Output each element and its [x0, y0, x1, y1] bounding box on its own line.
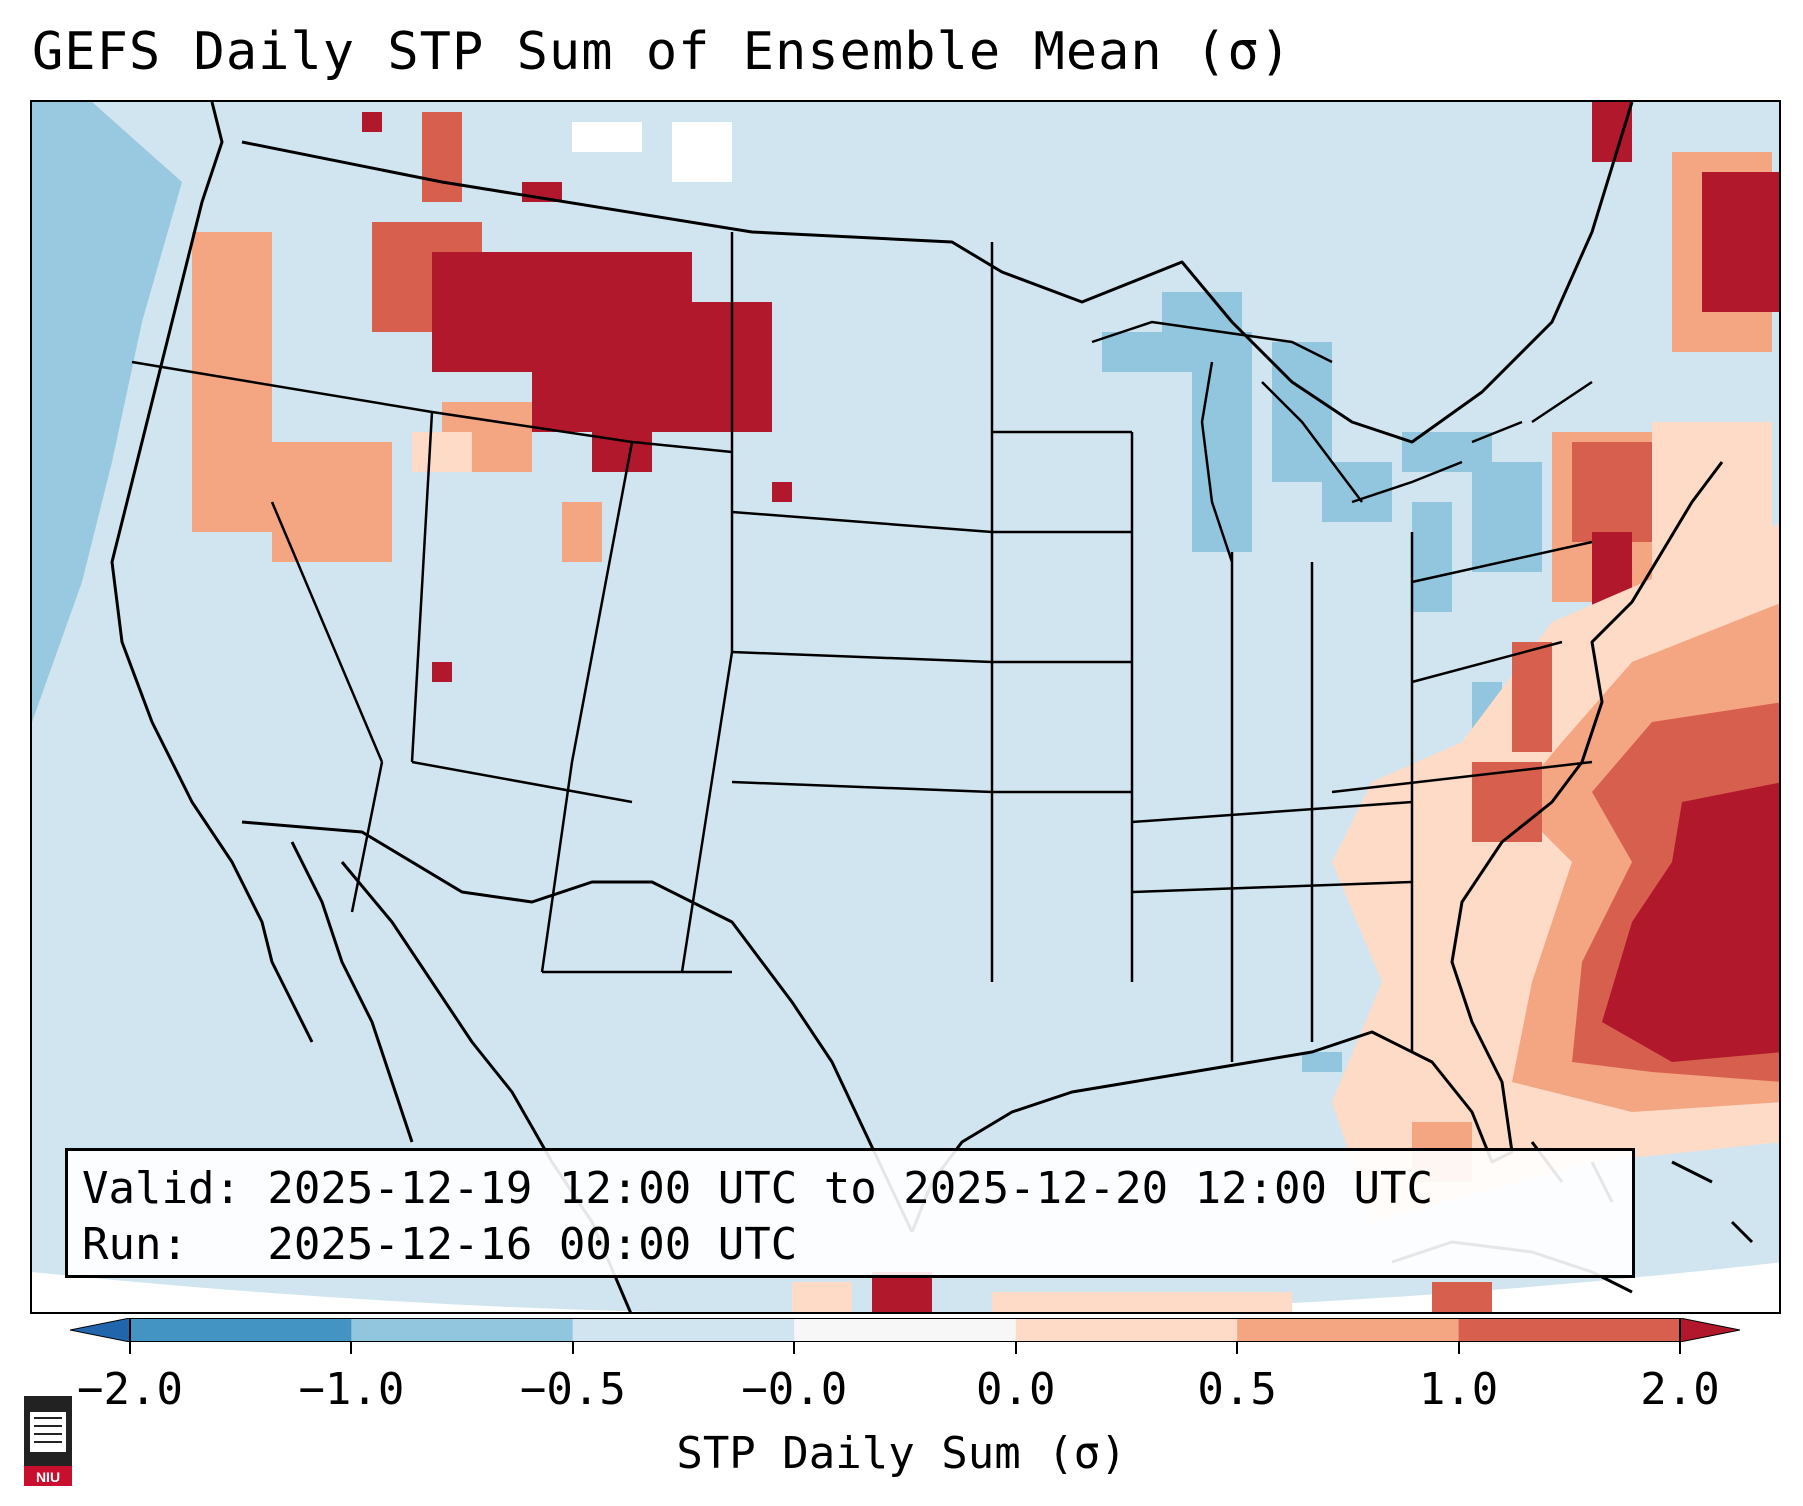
great-lakes-outline [1091, 320, 1523, 563]
colorbar-tick-mark [350, 1342, 353, 1354]
colorbar-extend-max [1679, 1318, 1740, 1342]
us-canada-border [241, 102, 1634, 444]
colorbar-tick-mark [1679, 1342, 1681, 1354]
chart-title: GEFS Daily STP Sum of Ensemble Mean (σ) [32, 22, 1292, 82]
colorbar-segment [130, 1318, 352, 1342]
colorbar-tick-label: 2.0 [1640, 1364, 1720, 1415]
colorbar-tick-mark [793, 1342, 796, 1354]
colorbar-segment [572, 1318, 795, 1342]
state-borders [131, 232, 1593, 1062]
colorbar-segment [351, 1318, 573, 1342]
map-svg [32, 102, 1779, 1312]
colorbar-segment [1237, 1318, 1459, 1342]
northwest-positive [192, 112, 792, 682]
colorbar-segment [1015, 1318, 1238, 1342]
colorbar-tick-label: 0.5 [1197, 1364, 1277, 1415]
valid-time-line: Valid: 2025-12-19 12:00 UTC to 2025-12-2… [82, 1163, 1434, 1214]
outside-domain-bottom [32, 1262, 1779, 1312]
colorbar-extend-min [70, 1318, 131, 1342]
colorbar-tick-label: 1.0 [1418, 1364, 1499, 1415]
colorbar-tick-label: −2.0 [77, 1364, 183, 1415]
pacific-coastline [110, 102, 314, 1043]
colorbar [70, 1318, 1740, 1342]
valid-run-info-box: Valid: 2025-12-19 12:00 UTC to 2025-12-2… [65, 1148, 1635, 1278]
niu-castle-logo: NIU [24, 1396, 72, 1486]
colorbar-label: STP Daily Sum (σ) [676, 1428, 1127, 1479]
colorbar-tick-mark [1457, 1342, 1460, 1354]
baja-peninsula [290, 841, 414, 1143]
pacific-negative-anomaly [32, 102, 182, 722]
colorbar-tick-mark [571, 1342, 574, 1354]
colorbar-tick-label: −0.0 [741, 1364, 848, 1415]
map-panel [30, 100, 1781, 1314]
colorbar-segment [1458, 1318, 1680, 1342]
southeast-positive [792, 523, 1779, 1312]
colorbar-tick-mark [1014, 1342, 1017, 1354]
niu-logo-text: NIU [36, 1469, 60, 1485]
colorbar-tick-mark [1236, 1342, 1239, 1354]
colorbar-tick-mark [129, 1342, 131, 1354]
great-lakes-negative [1102, 292, 1542, 1072]
run-time-line: Run: 2025-12-16 00:00 UTC [82, 1219, 798, 1270]
colorbar-segment [794, 1318, 1016, 1342]
colorbar-tick-label: 0.0 [975, 1364, 1056, 1415]
colorbar-segments [70, 1318, 1740, 1342]
northeast-positive [1552, 102, 1779, 652]
colorbar-outline [129, 1318, 1681, 1342]
colorbar-tick-label: −1.0 [298, 1364, 405, 1415]
mexico-border [241, 820, 914, 1233]
colorbar-tick-label: −0.5 [519, 1364, 626, 1415]
